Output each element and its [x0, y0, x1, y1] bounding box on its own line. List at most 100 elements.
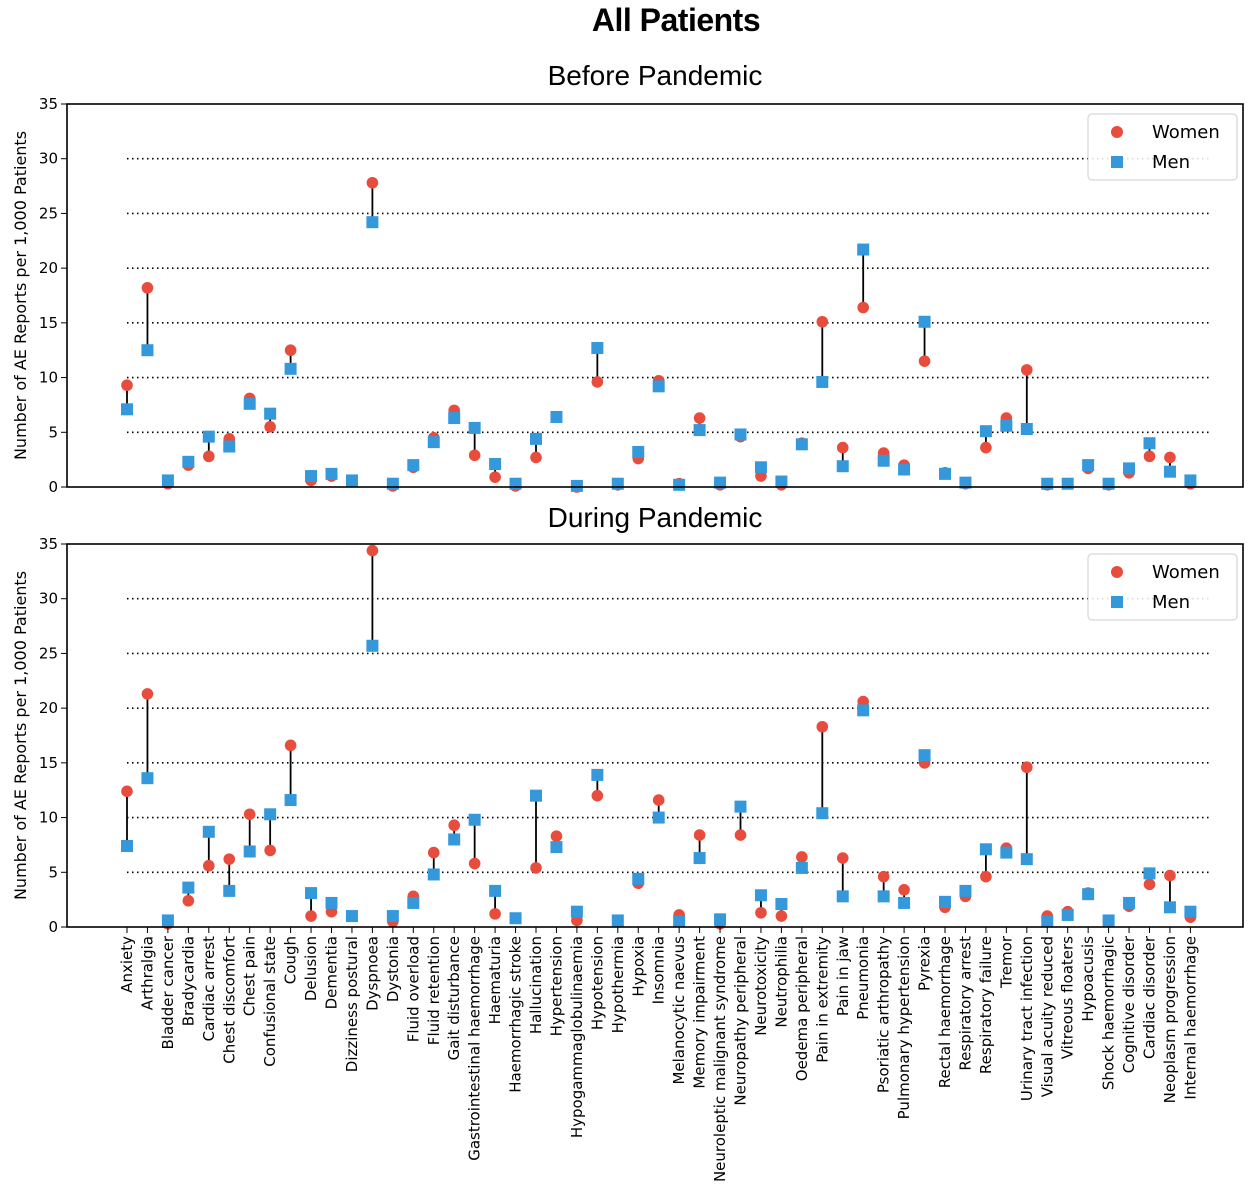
- y-axis-label: Number of AE Reports per 1,000 Patients: [11, 131, 30, 460]
- x-tick-label: Visual acuity reduced: [1038, 936, 1056, 1097]
- point-men: [223, 440, 236, 453]
- point-men: [550, 410, 563, 423]
- point-men: [509, 477, 522, 490]
- y-tick-label: 5: [48, 863, 58, 881]
- point-men: [611, 914, 624, 927]
- x-tick-label: Gait disturbance: [445, 936, 463, 1060]
- x-tick-label: Chest pain: [241, 936, 259, 1016]
- x-tick-label: Chest discomfort: [220, 936, 238, 1064]
- point-men: [284, 794, 297, 807]
- point-men: [939, 467, 951, 480]
- point-men: [673, 915, 686, 928]
- point-men: [775, 898, 788, 911]
- x-tick-label: Confusional state: [261, 936, 279, 1067]
- point-men: [714, 476, 727, 489]
- point-women: [121, 379, 133, 392]
- point-women: [755, 906, 767, 919]
- point-women: [693, 829, 706, 841]
- x-tick-label: Bladder cancer: [159, 935, 177, 1049]
- panel-title: During Pandemic: [548, 502, 763, 533]
- point-women: [816, 315, 829, 328]
- point-men: [1184, 474, 1197, 487]
- point-women: [223, 853, 236, 865]
- point-men: [979, 843, 992, 856]
- legend-marker-men: [1111, 156, 1123, 168]
- point-men: [530, 432, 542, 445]
- y-tick-label: 30: [39, 590, 58, 608]
- point-men: [979, 425, 992, 438]
- point-women: [918, 355, 931, 367]
- point-men: [1000, 419, 1013, 432]
- point-men: [448, 412, 461, 425]
- point-women: [591, 789, 604, 802]
- x-tick-label: Pneumonia: [854, 936, 872, 1020]
- x-tick-label: Haemorrhagic stroke: [507, 936, 525, 1093]
- point-men: [734, 800, 747, 813]
- x-tick-label: Hypertension: [547, 936, 565, 1036]
- point-men: [1041, 915, 1054, 928]
- point-men: [223, 884, 236, 897]
- x-tick-label: Arthralgia: [138, 936, 156, 1010]
- point-women: [530, 451, 542, 464]
- point-women: [693, 412, 706, 424]
- point-men: [754, 461, 767, 474]
- point-men: [795, 861, 808, 874]
- point-women: [141, 688, 154, 700]
- point-men: [264, 808, 277, 821]
- point-men: [714, 913, 727, 926]
- point-men: [632, 445, 645, 458]
- point-men: [243, 397, 256, 410]
- y-tick-label: 5: [48, 423, 58, 441]
- point-women: [284, 739, 297, 752]
- point-women: [468, 857, 481, 870]
- point-women: [898, 883, 910, 896]
- point-men: [141, 772, 154, 785]
- x-tick-label: Pulmonary hypertension: [895, 936, 913, 1119]
- legend-label-women: Women: [1152, 122, 1220, 143]
- point-men: [918, 749, 931, 762]
- point-men: [611, 477, 624, 490]
- legend-frame: [1087, 553, 1238, 621]
- point-men: [898, 896, 911, 909]
- point-men: [1102, 477, 1115, 490]
- point-men: [939, 895, 951, 908]
- point-men: [918, 315, 931, 328]
- panel-2: During Pandemic 0 5 10 15 20 25 30 35 Number of A…: [11, 502, 1244, 1182]
- point-men: [1061, 477, 1074, 490]
- point-men: [959, 476, 972, 489]
- point-men: [489, 884, 502, 897]
- point-men: [264, 407, 277, 420]
- point-women: [816, 720, 829, 733]
- point-men: [673, 478, 686, 491]
- point-men: [877, 454, 890, 467]
- point-women: [734, 829, 747, 841]
- point-women: [550, 830, 563, 842]
- y-tick-label: 25: [39, 644, 58, 662]
- point-women: [836, 441, 849, 454]
- point-women: [1164, 869, 1176, 882]
- point-men: [857, 704, 870, 717]
- point-men: [386, 477, 399, 490]
- point-men: [816, 807, 829, 820]
- point-men: [1061, 908, 1074, 921]
- point-men: [1163, 465, 1176, 478]
- point-men: [325, 467, 338, 480]
- y-tick-label: 25: [39, 204, 58, 222]
- point-men: [161, 914, 174, 927]
- x-tick-label: Anxiety: [118, 936, 136, 993]
- legend-marker-men: [1111, 596, 1123, 608]
- x-tick-label: Hypotension: [588, 936, 606, 1030]
- point-women: [427, 846, 440, 859]
- point-men: [1143, 437, 1156, 450]
- x-tick-label: Vitreous floaters: [1059, 936, 1077, 1059]
- point-men: [427, 868, 440, 881]
- point-men: [121, 840, 133, 853]
- point-women: [980, 441, 992, 454]
- legend-label-men: Men: [1152, 152, 1190, 173]
- point-men: [325, 896, 338, 909]
- point-men: [1041, 477, 1054, 490]
- point-women: [1021, 364, 1033, 376]
- y-tick-label: 10: [39, 369, 58, 387]
- y-axis-label: Number of AE Reports per 1,000 Patients: [11, 571, 30, 900]
